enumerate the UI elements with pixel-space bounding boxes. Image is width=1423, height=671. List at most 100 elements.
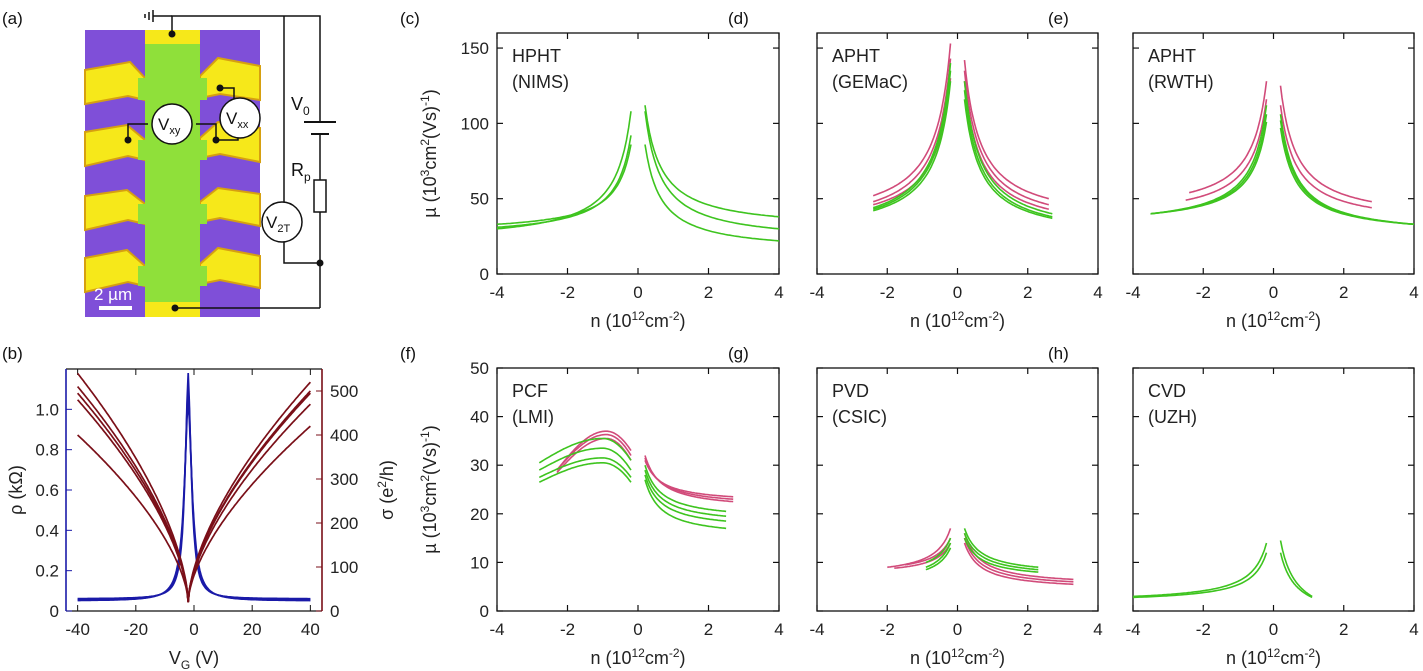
series-1-left-line	[1132, 552, 1268, 599]
x-tick-label: -2	[1196, 283, 1211, 302]
series-2-left-line	[1150, 105, 1268, 215]
y-axis-label: µ (103cm2(Vs)-1)	[418, 89, 440, 217]
y-tick-label: 0	[480, 602, 489, 621]
series-1-left-line	[496, 144, 632, 226]
right-contacts	[199, 56, 261, 290]
plot-frame	[816, 32, 1099, 275]
v0-label: V0	[291, 94, 310, 118]
series-3-left-line	[925, 537, 952, 564]
sample-title: HPHT	[512, 46, 561, 66]
x-axis-label: n (1012cm-2)	[590, 309, 685, 331]
series-0-right-line	[963, 532, 1074, 581]
panel-label-d: (d)	[728, 9, 749, 28]
y-left-axis-label: ρ (kΩ)	[6, 465, 26, 515]
x-tick-label: 2	[704, 283, 713, 302]
series-0-left-line	[1132, 542, 1268, 598]
y-tick-label: 50	[470, 359, 489, 378]
y-left-tick-label: 0.8	[35, 441, 59, 460]
panel-d-chart: -4 -2 0 2 4 n (1012cm-2) APHT (GEMaC)	[809, 32, 1103, 331]
y-tick-label: 150	[461, 39, 489, 58]
sample-title: APHT	[1148, 46, 1196, 66]
sigma_5-line	[77, 425, 311, 603]
sample-group: (CSIC)	[832, 407, 887, 427]
svg-text:Vxx: Vxx	[226, 109, 249, 131]
panel-label-f: (f)	[400, 344, 416, 363]
plot-frame	[1132, 367, 1415, 612]
x-tick-label: 40	[301, 620, 320, 639]
x-tick-label: -2	[560, 620, 575, 639]
series-3-left-line	[1150, 114, 1268, 215]
svg-text:V2T: V2T	[266, 213, 290, 235]
series-0-left-line	[872, 43, 952, 197]
y-axis-label: µ (103cm2(Vs)-1)	[418, 425, 440, 553]
series-0-left-line	[496, 135, 632, 229]
series-4-left-line	[538, 447, 632, 471]
x-axis-label: n (1012cm-2)	[910, 309, 1005, 331]
x-tick-label: -40	[65, 620, 90, 639]
series-5-left-line	[538, 457, 632, 479]
x-tick-label: 0	[633, 620, 642, 639]
x-tick-label: -4	[1125, 620, 1140, 639]
vxy-meter: Vxy	[151, 103, 193, 145]
series-5-right-line	[963, 99, 1053, 220]
x-tick-label: 2	[1023, 620, 1032, 639]
x-tick-label: -4	[1125, 283, 1140, 302]
panel-label-g: (g)	[728, 344, 749, 363]
x-tick-label: 20	[243, 620, 262, 639]
x-tick-label: -2	[1196, 620, 1211, 639]
y-left-tick-label: 0.2	[35, 562, 59, 581]
rho_3-line	[77, 399, 311, 602]
series-2-right-line	[1279, 114, 1415, 226]
x-tick-label: 4	[774, 620, 783, 639]
x-axis-label: n (1012cm-2)	[910, 646, 1005, 668]
plot-frame	[496, 367, 780, 612]
x-tick-label: 4	[774, 283, 783, 302]
series-3-left-line	[538, 437, 632, 464]
vxx-meter: Vxx	[219, 97, 261, 139]
series-3-left-line	[872, 63, 952, 209]
resistor	[313, 179, 327, 213]
rho_1-line	[77, 372, 311, 600]
x-tick-label: 0	[633, 283, 642, 302]
x-tick-label: 4	[1093, 283, 1102, 302]
panel-label-h: (h)	[1048, 344, 1069, 363]
y-right-tick-label: 300	[330, 470, 358, 489]
sample-group: (NIMS)	[512, 72, 569, 92]
panel-c-chart: -4 -2 0 2 4 0 50 100 150 n (1012cm-2) µ (103cm2(Vs…	[418, 32, 784, 331]
y-right-tick-label: 100	[330, 558, 358, 577]
y-tick-label: 50	[470, 190, 489, 209]
sample-title: APHT	[832, 46, 880, 66]
x-tick-label: -4	[809, 283, 824, 302]
y-tick-label: 40	[470, 408, 489, 427]
y-left-tick-label: 0.6	[35, 481, 59, 500]
x-tick-label: -4	[489, 283, 504, 302]
series-6-right-line	[644, 479, 727, 530]
circuit-wires	[127, 15, 321, 309]
panel-label-b: (b)	[2, 344, 23, 363]
scale-bar-label: 2 µm	[94, 285, 132, 304]
x-tick-label: 2	[1023, 283, 1032, 302]
series-0-right-line	[644, 105, 780, 218]
series-5-right-line	[644, 474, 727, 522]
y-right-tick-label: 400	[330, 426, 358, 445]
x-tick-label: -4	[809, 620, 824, 639]
series-4-left-line	[872, 70, 952, 210]
series-1-left-line	[556, 433, 632, 471]
panel-g-chart: -4 -2 0 2 4 n (1012cm-2) PVD (CSIC)	[809, 367, 1103, 668]
series-0-left-line	[1188, 81, 1268, 194]
y-tick-label: 30	[470, 456, 489, 475]
sigma_4-line	[76, 399, 312, 603]
series-2-left-line	[894, 542, 952, 569]
series-1-left-line	[904, 537, 952, 566]
series-3-right-line	[644, 464, 727, 513]
series-1-right-line	[1279, 552, 1313, 599]
rp-label: Rp	[291, 160, 311, 184]
plot-frame	[816, 367, 1099, 612]
sample-title: CVD	[1148, 381, 1186, 401]
x-tick-label: 2	[1339, 283, 1348, 302]
x-tick-label: 0	[953, 283, 962, 302]
x-tick-label: -2	[560, 283, 575, 302]
series-0-left-line	[887, 528, 952, 569]
y-tick-label: 0	[480, 265, 489, 284]
